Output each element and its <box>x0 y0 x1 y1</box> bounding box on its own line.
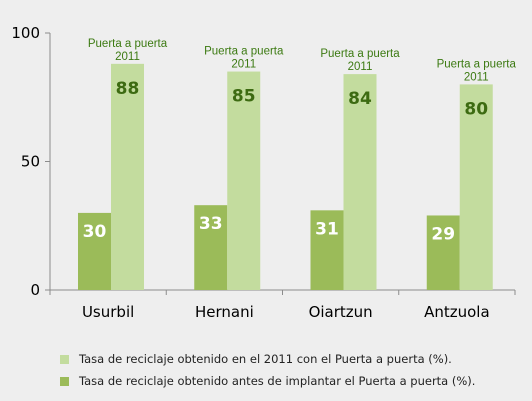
bar-annotation-line2: 2011 <box>464 71 489 83</box>
legend-label-2011: Tasa de reciclaje obtenido en el 2011 co… <box>79 352 452 366</box>
bar-before <box>78 212 111 290</box>
bar-2011 <box>111 63 144 291</box>
x-category-label: Hernani <box>195 303 254 321</box>
y-tick-label: 50 <box>21 153 40 171</box>
bar-2011-value-label: 85 <box>232 87 256 107</box>
y-tick-label: 0 <box>30 281 40 299</box>
x-category-label: Usurbil <box>82 303 134 321</box>
bar-annotation-line2: 2011 <box>231 59 256 71</box>
legend-swatch-2011 <box>60 354 69 364</box>
bar-before <box>194 205 228 290</box>
x-category-label: Antzuola <box>424 303 490 321</box>
bar-annotation-line2: 2011 <box>348 61 373 73</box>
bar-annotation-line2: 2011 <box>115 51 140 63</box>
bar-before <box>310 210 344 290</box>
legend-item-before: Tasa de reciclaje obtenido antes de impl… <box>60 374 520 388</box>
x-category-label: Oiartzun <box>309 303 373 321</box>
bar-2011-value-label: 88 <box>116 79 140 99</box>
bar-2011-value-label: 80 <box>464 99 488 119</box>
bar-annotation-line1: Puerta a puerta <box>88 38 168 50</box>
bar-2011 <box>343 74 377 291</box>
bar-annotation-line1: Puerta a puerta <box>320 48 400 60</box>
bar-before-value-label: 30 <box>83 222 107 242</box>
bar-before <box>426 215 460 290</box>
y-tick-label: 100 <box>11 24 40 42</box>
bar-2011 <box>459 84 493 291</box>
legend-label-before: Tasa de reciclaje obtenido antes de impl… <box>79 374 476 388</box>
bar-2011 <box>227 71 261 290</box>
bar-annotation-line1: Puerta a puerta <box>437 58 517 70</box>
legend-item-2011: Tasa de reciclaje obtenido en el 2011 co… <box>60 352 520 366</box>
bar-2011-value-label: 84 <box>348 89 372 109</box>
bar-annotation-line1: Puerta a puerta <box>204 46 284 58</box>
legend-swatch-before <box>60 376 69 386</box>
bar-before-value-label: 29 <box>431 224 455 244</box>
bar-before-value-label: 33 <box>199 214 223 234</box>
bar-before-value-label: 31 <box>315 219 339 239</box>
